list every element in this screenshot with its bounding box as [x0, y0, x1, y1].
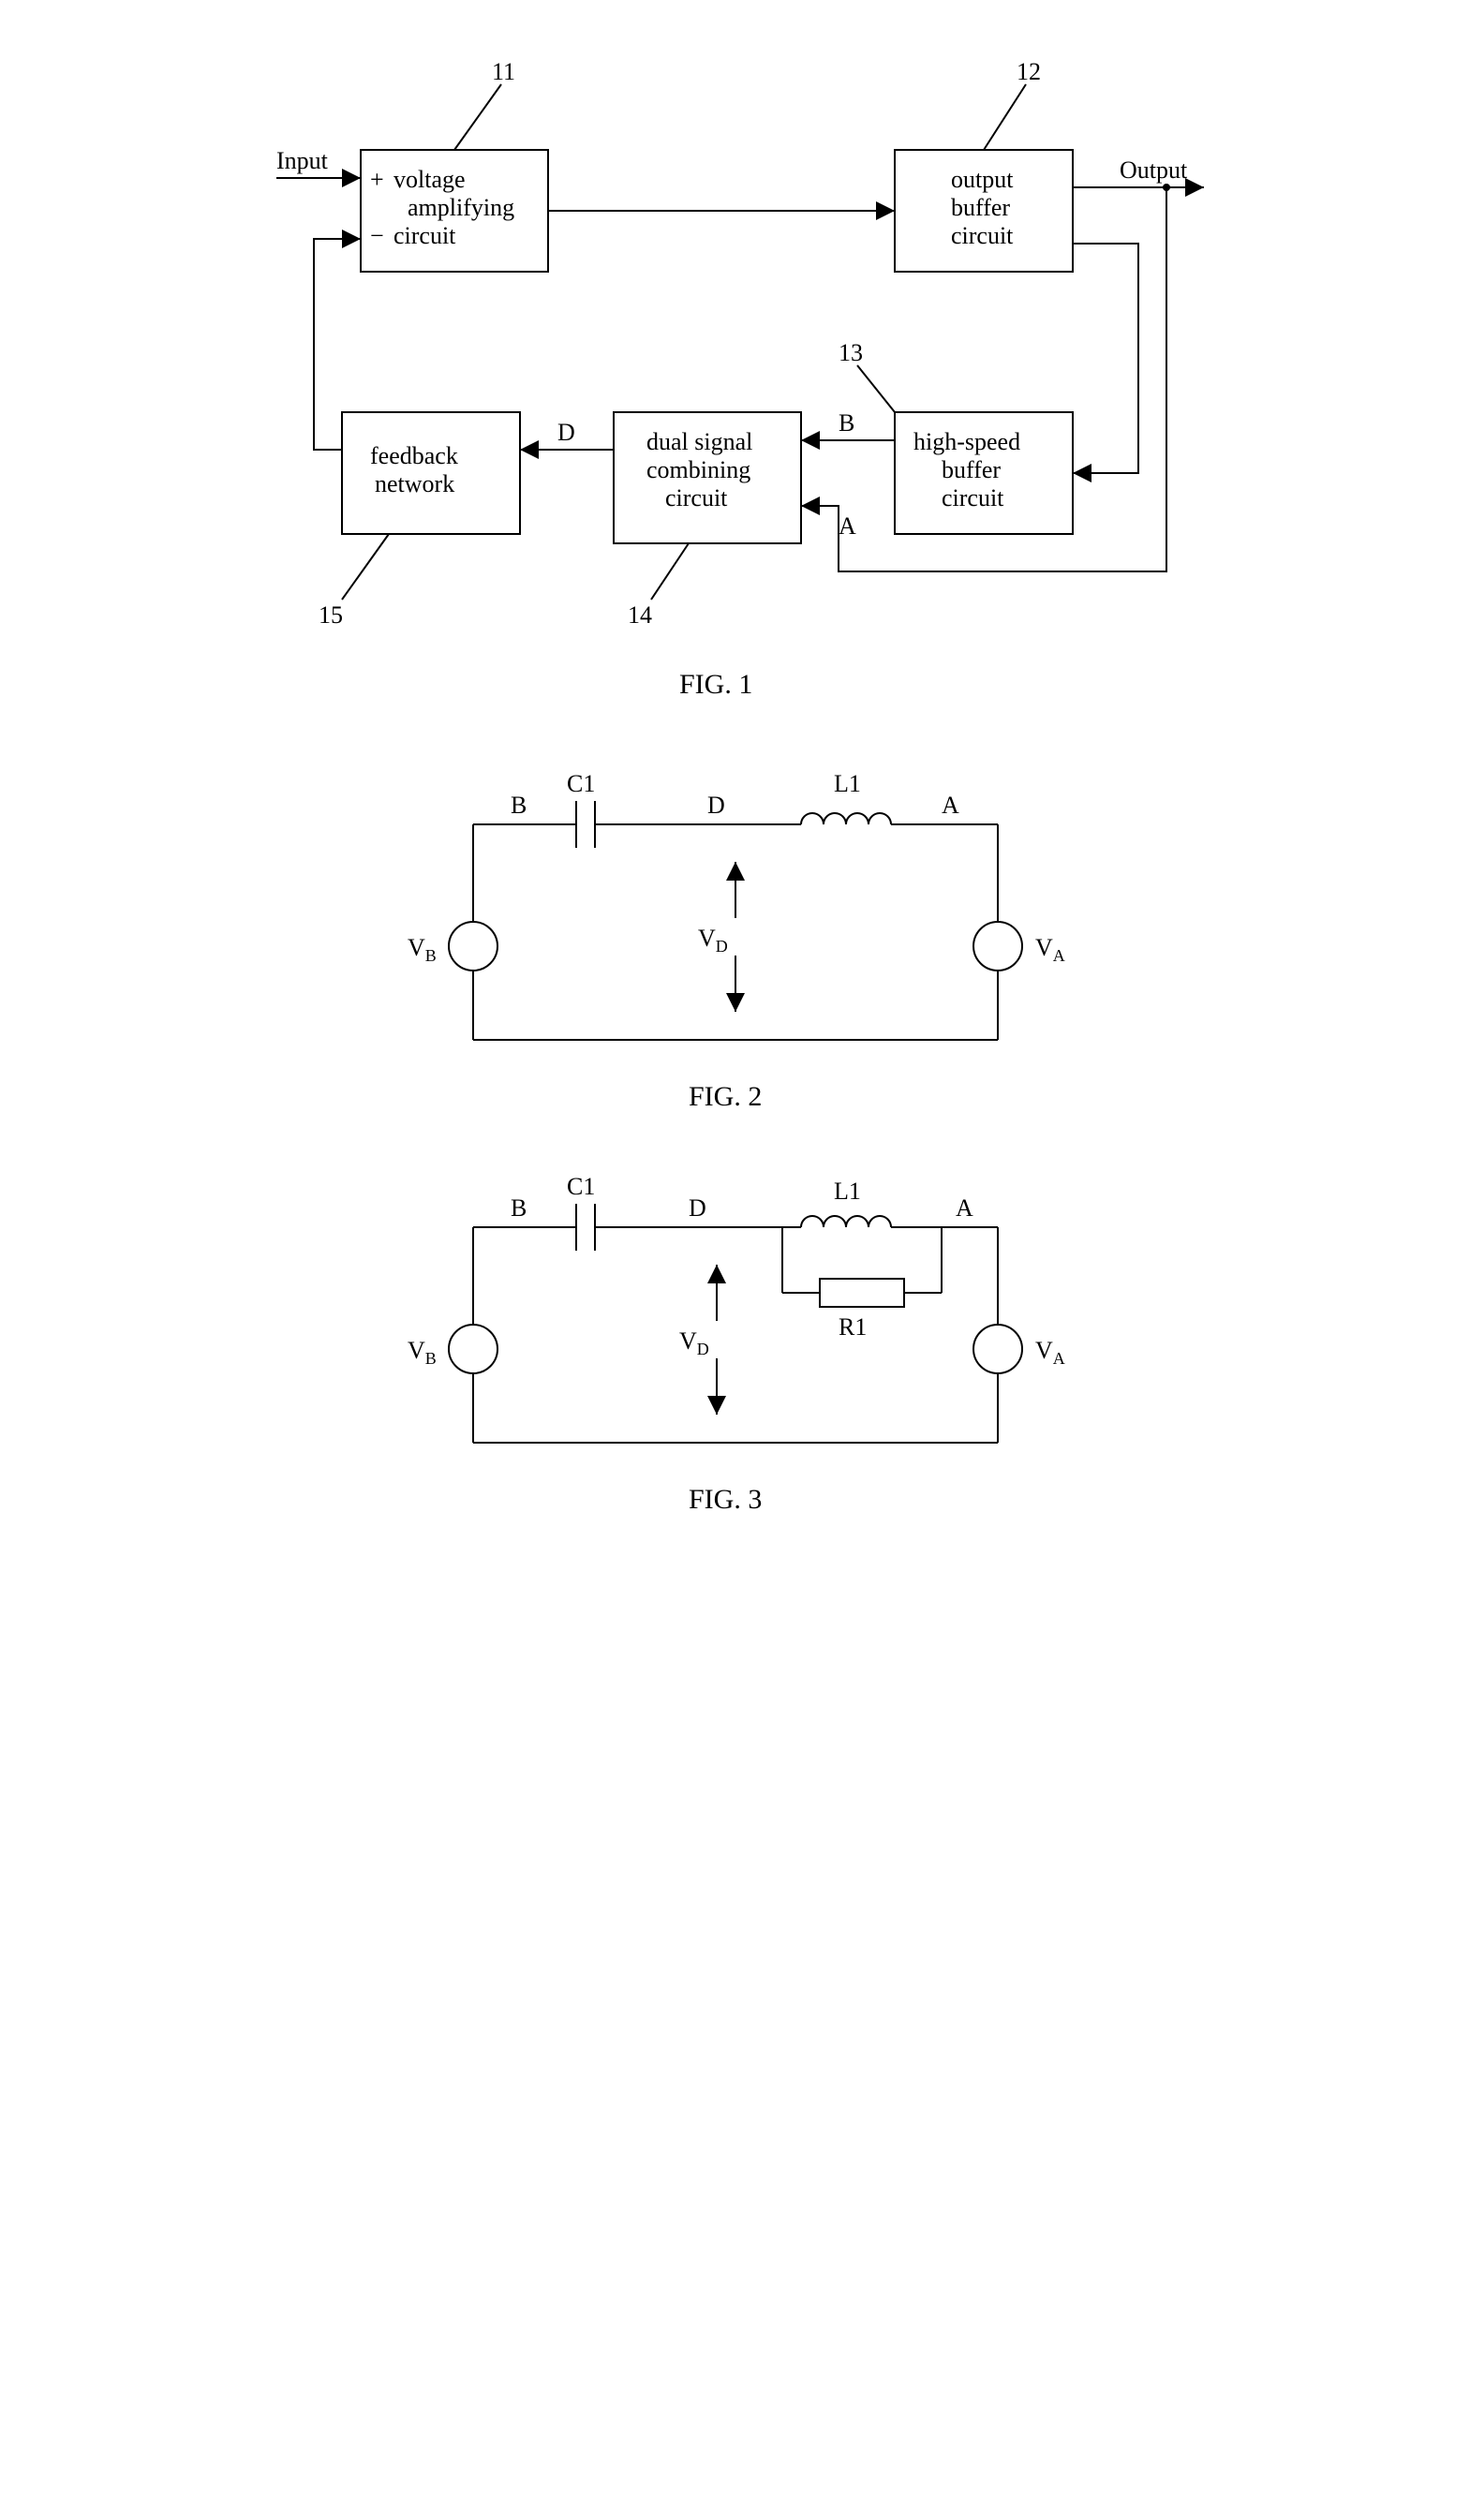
edge-B: B	[839, 409, 854, 437]
ref-15: 15	[319, 601, 343, 629]
block-14-line1: dual signal	[646, 428, 752, 455]
fig2-caption: FIG. 2	[689, 1081, 762, 1112]
vb-label: VB	[408, 934, 437, 965]
block-13-line3: circuit	[942, 484, 1004, 511]
block-13-line2: buffer	[942, 456, 1001, 483]
block-11-plus: +	[370, 166, 384, 193]
vb-label-3: VB	[408, 1337, 437, 1368]
va-label: VA	[1035, 934, 1065, 965]
node-D-3: D	[689, 1194, 706, 1222]
ref-13: 13	[839, 339, 863, 366]
block-12-line2: buffer	[951, 194, 1010, 221]
source-vb-3	[449, 1325, 497, 1373]
va-label-3: VA	[1035, 1337, 1065, 1368]
block-11-line2: amplifying	[408, 194, 514, 221]
l1-label-3: L1	[834, 1178, 861, 1205]
fig1-diagram: + voltage amplifying − circuit output bu…	[220, 37, 1251, 731]
fig2-diagram: VB VA B C1 D L1 A VD FIG. 2	[314, 731, 1157, 1134]
block-12-line1: output	[951, 166, 1014, 193]
block-15-line1: feedback	[370, 442, 458, 469]
source-va-3	[973, 1325, 1022, 1373]
block-11-minus: −	[370, 222, 384, 249]
block-13-line1: high-speed	[913, 428, 1020, 455]
fig3-caption: FIG. 3	[689, 1484, 762, 1515]
source-vb	[449, 922, 497, 971]
node-D: D	[707, 792, 725, 819]
resistor-r1	[820, 1279, 904, 1307]
r1-label-3: R1	[839, 1313, 867, 1341]
node-B-3: B	[511, 1194, 527, 1222]
vd-label: VD	[698, 925, 728, 956]
node-A: A	[942, 792, 959, 819]
block-11-line1: voltage	[393, 166, 466, 193]
source-va	[973, 922, 1022, 971]
l1-label: L1	[834, 770, 861, 797]
edge-D: D	[557, 419, 575, 446]
block-12-line3: circuit	[951, 222, 1014, 249]
block-15-line2: network	[375, 470, 454, 497]
block-14-line3: circuit	[665, 484, 728, 511]
node-B: B	[511, 792, 527, 819]
vd-label-3: VD	[679, 1327, 709, 1358]
block-11-line3: circuit	[393, 222, 456, 249]
c1-label: C1	[567, 770, 595, 797]
output-label: Output	[1120, 156, 1188, 184]
ref-12: 12	[1017, 58, 1041, 85]
c1-label-3: C1	[567, 1173, 595, 1200]
node-A-3: A	[956, 1194, 973, 1222]
ref-11: 11	[492, 58, 515, 85]
ref-14: 14	[628, 601, 652, 629]
block-14-line2: combining	[646, 456, 750, 483]
input-label: Input	[276, 147, 329, 174]
fig3-diagram: VB VA B C1 D L1 A R1 VD FIG. 3	[314, 1134, 1157, 1536]
fig1-caption: FIG. 1	[679, 669, 752, 700]
edge-A: A	[839, 512, 856, 540]
